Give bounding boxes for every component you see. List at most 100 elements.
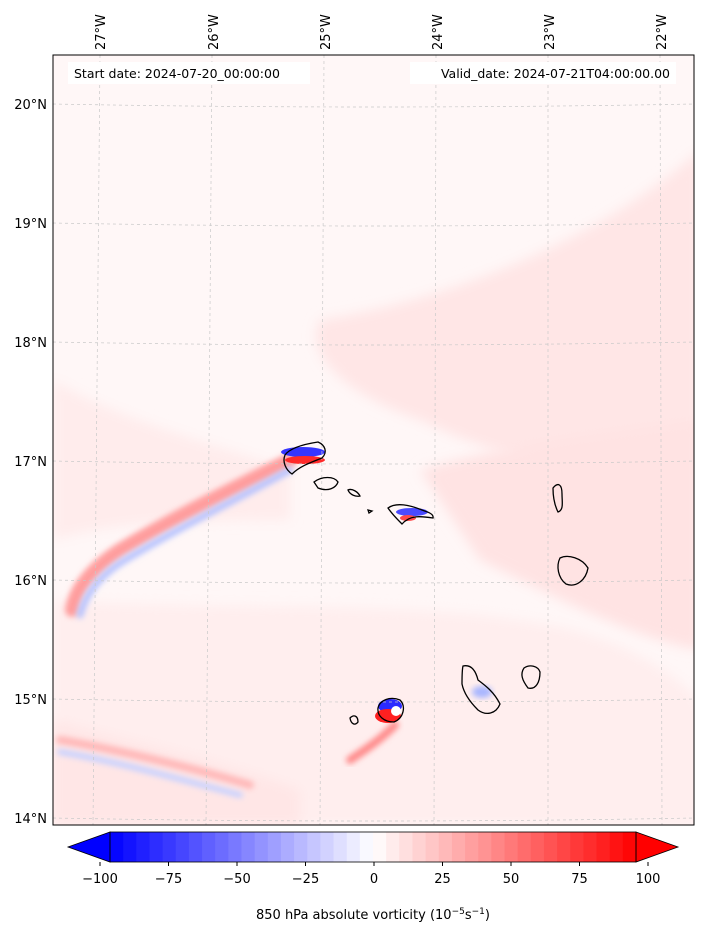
colorbar-cell (425, 832, 440, 862)
lon-label-23w: 23°W (543, 14, 558, 50)
colorbar-cell (451, 832, 466, 862)
colorbar-cell (491, 832, 506, 862)
light-red-region-southwest (53, 720, 300, 825)
colorbar-cell (136, 832, 151, 862)
lat-label-15n: 15°N (14, 693, 47, 708)
colorbar-cell (254, 832, 269, 862)
colorbar-cell (570, 832, 584, 862)
sao-nicolau-negative-core (396, 508, 428, 516)
island-maio (521, 665, 541, 689)
map-frame (52, 54, 695, 826)
island-brava (349, 715, 359, 725)
island-santiago (461, 665, 501, 715)
colorbar-cell (202, 832, 216, 862)
lat-label-20n: 20°N (14, 98, 47, 113)
colorbar-cell (346, 832, 361, 862)
colorbar-tick-label: −75 (155, 872, 182, 887)
lat-label-19n: 19°N (14, 217, 47, 232)
colorbar-cell (188, 832, 203, 862)
colorbar-ticks: −100 −75 −50 −25 0 25 50 75 100 (82, 862, 660, 887)
colorbar-tick-label: −25 (292, 872, 319, 887)
island-sal (552, 483, 563, 513)
light-red-region-north (316, 155, 694, 480)
lat-label-16n: 16°N (14, 574, 47, 589)
island-sao-nicolau (387, 504, 434, 525)
colorbar-tick-label: 25 (434, 872, 451, 887)
colorbar-cell (162, 832, 177, 862)
colorbar-cell (149, 832, 164, 862)
start-date-label: Start date: 2024-07-20_00:00:00 (74, 66, 280, 81)
coastlines (283, 441, 589, 725)
colorbar-cell (465, 832, 479, 862)
colorbar-tick-label: −100 (82, 872, 118, 887)
santo-antao-positive-core (285, 456, 325, 464)
colorbar-cell (241, 832, 256, 862)
colorbar-cell (622, 832, 637, 862)
colorbar-cell (307, 832, 321, 862)
lon-label-22w: 22°W (655, 14, 670, 50)
colorbar-cell (543, 832, 558, 862)
longitude-labels: 27°W 26°W 25°W 24°W 23°W 22°W (94, 14, 670, 50)
colorbar-cell (228, 832, 243, 862)
santiago-negative-core (472, 686, 492, 698)
colorbar-cell (438, 832, 453, 862)
island-santa-luzia (347, 488, 361, 497)
colorbar-tick-label: 50 (503, 872, 520, 887)
colorbar-cell (557, 832, 571, 862)
colorbar-tick-label: 75 (571, 872, 588, 887)
fogo-wake (346, 721, 399, 764)
island-branco (367, 509, 374, 515)
colorbar-cell (215, 832, 229, 862)
colorbar-cell (399, 832, 414, 862)
colorbar-label: 850 hPa absolute vorticity (10−5s−1) (256, 907, 490, 923)
colorbar-cell (504, 832, 519, 862)
start-date-box (68, 62, 310, 84)
colorbar-cells (110, 832, 637, 862)
island-sao-vicente (313, 476, 339, 491)
colorbar-min-extend-arrow (66, 831, 111, 863)
colorbar-cell (123, 832, 137, 862)
colorbar-tick-label: −50 (223, 872, 250, 887)
negative-vorticity-streak (76, 466, 294, 619)
colorbar-cell (320, 832, 335, 862)
island-boa-vista (557, 555, 589, 586)
colorbar-frame (109, 831, 637, 863)
colorbar-cell (175, 832, 190, 862)
lat-label-18n: 18°N (14, 336, 47, 351)
colorbar-cell (373, 832, 387, 862)
colorbar-cell (359, 832, 374, 862)
sao-nicolau-positive-core (400, 515, 416, 521)
latitude-labels: 20°N 19°N 18°N 17°N 16°N 15°N 14°N (14, 98, 47, 827)
lon-label-24w: 24°W (431, 14, 446, 50)
island-santo-antao (283, 441, 326, 475)
lat-label-14n: 14°N (14, 812, 47, 827)
colorbar-cell (267, 832, 282, 862)
colorbar-cell (583, 832, 598, 862)
colorbar-max-extend-arrow (635, 831, 680, 863)
colorbar-tick-label: 100 (636, 872, 661, 887)
colorbar-cell (530, 832, 545, 862)
light-red-region-east (420, 420, 694, 649)
colorbar: −100 −75 −50 −25 0 25 50 75 100 850 hPa … (66, 831, 680, 923)
valid-date-label: Valid_date: 2024-07-21T04:00:00.00 (441, 66, 670, 81)
positive-vorticity-streak (65, 453, 297, 617)
fogo-peak (391, 706, 401, 716)
lat-label-17n: 17°N (14, 455, 47, 470)
colorbar-tick-label: 0 (370, 872, 378, 887)
colorbar-cell (478, 832, 492, 862)
valid-date-box (410, 62, 676, 84)
colorbar-cell (333, 832, 348, 862)
colorbar-cell (386, 832, 400, 862)
lon-label-27w: 27°W (94, 14, 109, 50)
island-fogo (377, 697, 405, 723)
colorbar-cell (517, 832, 532, 862)
colorbar-cell (609, 832, 624, 862)
colorbar-cell (596, 832, 611, 862)
southern-positive-band (56, 736, 254, 789)
lon-label-26w: 26°W (207, 14, 222, 50)
colorbar-cell (294, 832, 308, 862)
colorbar-cell (412, 832, 427, 862)
map-plot-area: Start date: 2024-07-20_00:00:00 Valid_da… (52, 54, 695, 826)
lon-label-25w: 25°W (319, 14, 334, 50)
